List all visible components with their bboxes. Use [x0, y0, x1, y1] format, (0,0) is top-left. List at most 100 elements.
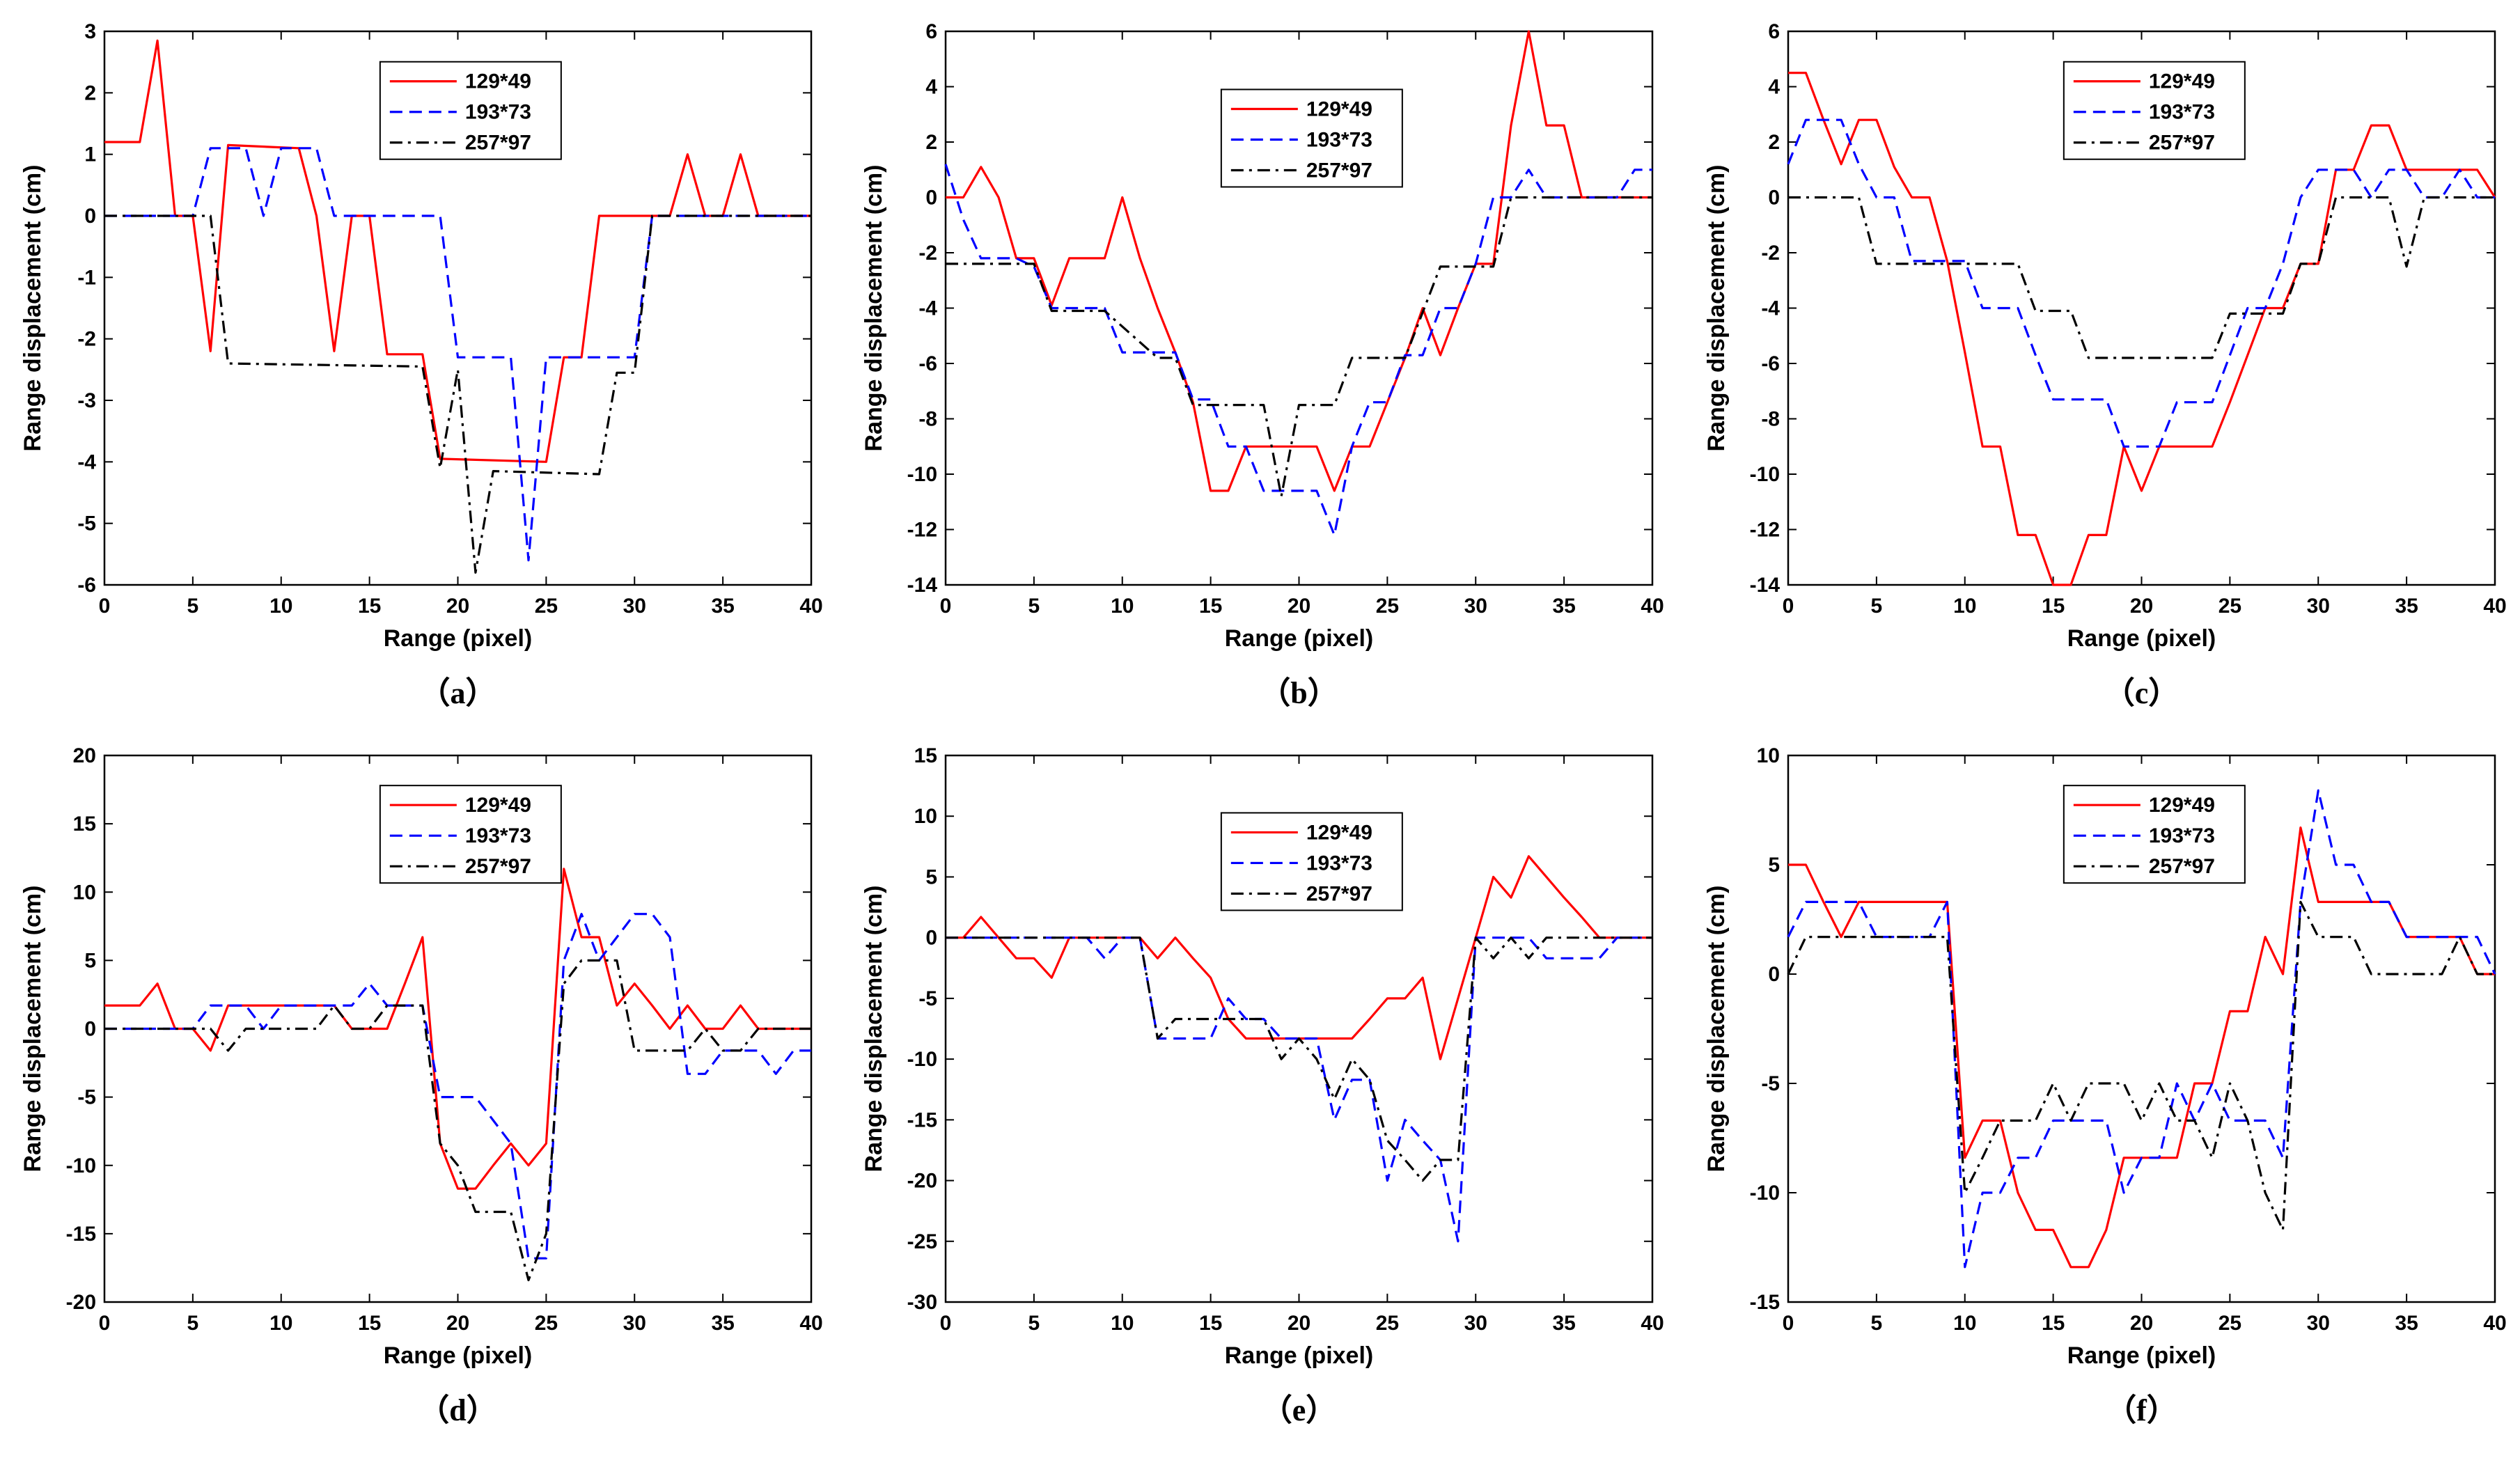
y-tick-label: -4	[918, 297, 937, 320]
panel-e: 0 5 10 15 20 25 30 35 40-30-25-20-15-10-5051015R…	[861, 744, 1664, 1427]
series-line-257x97	[104, 959, 811, 1282]
x-tick-label: 35	[1552, 1312, 1575, 1335]
y-tick-label: -25	[907, 1230, 937, 1253]
y-tick-label: -10	[907, 1048, 937, 1071]
x-tick-label: 35	[711, 595, 734, 618]
y-tick-label: -30	[907, 1291, 937, 1314]
legend-entry-label: 193*73	[2149, 824, 2215, 847]
y-axis-label: Range displacement (cm)	[19, 886, 46, 1173]
y-tick-label: 5	[1768, 854, 1780, 877]
y-tick-label: 5	[925, 865, 937, 888]
series-line-257x97	[946, 196, 1652, 498]
x-tick-label: 30	[1464, 595, 1487, 618]
x-axis-label: Range (pixel)	[384, 1342, 532, 1369]
x-tick-label: 0	[1783, 1312, 1794, 1335]
x-tick-label: 35	[2395, 1312, 2418, 1335]
x-tick-label: 30	[2307, 595, 2330, 618]
legend-entry-label: 193*73	[2149, 101, 2215, 124]
panel-label: （a）	[420, 676, 496, 710]
y-tick-label: 6	[1768, 20, 1780, 43]
x-tick-label: 20	[1288, 595, 1310, 618]
y-tick-label: 0	[925, 927, 937, 950]
legend-entry-label: 257*97	[2149, 855, 2215, 878]
y-tick-label: 0	[84, 205, 96, 228]
y-tick-label: 4	[1768, 76, 1780, 99]
x-tick-label: 20	[1288, 1312, 1310, 1335]
x-tick-label: 15	[1199, 1312, 1222, 1335]
y-tick-label: -6	[918, 352, 937, 375]
y-tick-label: -15	[1750, 1291, 1780, 1314]
x-tick-label: 10	[1111, 595, 1134, 618]
y-tick-label: -15	[907, 1108, 937, 1131]
y-tick-label: -20	[907, 1170, 937, 1193]
panel-label: （b）	[1260, 676, 1338, 710]
x-tick-label: 5	[1871, 595, 1883, 618]
y-tick-label: -20	[66, 1291, 96, 1314]
series-line-193x73	[1787, 118, 2495, 448]
y-tick-label: 4	[925, 76, 937, 99]
y-tick-label: -10	[1750, 463, 1780, 486]
x-tick-label: 35	[1552, 595, 1575, 618]
y-tick-label: -10	[1750, 1182, 1780, 1205]
x-tick-label: 15	[358, 1312, 381, 1335]
y-tick-label: 1	[84, 143, 96, 166]
x-tick-label: 0	[1783, 595, 1794, 618]
panel-a: 0 5 10 15 20 25 30 35 40 -6 -5 -4 -3 -2 -1 0 1 2 3 Range (p…	[19, 20, 823, 710]
panel-label: （e）	[1262, 1393, 1337, 1427]
x-tick-label: 30	[623, 1312, 646, 1335]
y-tick-label: -10	[66, 1154, 96, 1177]
y-tick-label: 15	[73, 813, 96, 836]
y-axis-label: Range displacement (cm)	[1703, 886, 1730, 1173]
y-tick-label: -8	[1761, 408, 1780, 431]
y-axis-label: Range displacement (cm)	[19, 165, 46, 452]
series-line-129x49	[104, 39, 811, 463]
series-line-193x73	[946, 936, 1652, 1243]
series-line-129x49	[1788, 71, 2496, 586]
series-line-193x73	[104, 913, 811, 1260]
y-tick-label: -4	[1761, 297, 1780, 320]
x-axis-label: Range (pixel)	[2067, 625, 2216, 652]
x-tick-label: 40	[799, 595, 822, 618]
panel-d: 0 5 10 15 20 25 30 35 40 -20 -15 -10 -5 0 5 10 15 20 Range…	[19, 744, 823, 1427]
series-line-257x97	[104, 214, 811, 574]
y-tick-label: 15	[914, 744, 937, 767]
y-tick-label: -5	[1761, 1072, 1780, 1095]
legend-entry-label: 129*49	[465, 70, 531, 93]
legend-entry-label: 257*97	[465, 855, 531, 878]
x-tick-label: 10	[1111, 1312, 1134, 1335]
x-tick-label: 40	[2483, 1312, 2506, 1335]
x-tick-label: 40	[2483, 595, 2506, 618]
x-axis-label: Range (pixel)	[1225, 1342, 1373, 1369]
y-tick-label: -14	[907, 574, 938, 597]
y-tick-label: 2	[84, 81, 96, 104]
x-tick-label: 40	[1641, 595, 1664, 618]
x-tick-label: 10	[1953, 1312, 1976, 1335]
legend-entry-label: 257*97	[1306, 159, 1372, 182]
legend-entry-label: 129*49	[1306, 821, 1372, 844]
x-tick-label: 10	[269, 1312, 292, 1335]
x-tick-label: 20	[2130, 1312, 2153, 1335]
x-tick-label: 25	[2218, 1312, 2241, 1335]
x-tick-label: 0	[99, 1312, 111, 1335]
y-tick-label: -4	[77, 450, 96, 473]
x-tick-label: 20	[446, 1312, 469, 1335]
x-tick-label: 0	[940, 1312, 952, 1335]
x-tick-label: 35	[711, 1312, 734, 1335]
y-tick-label: 0	[925, 187, 937, 210]
x-tick-label: 25	[1376, 595, 1399, 618]
legend-entry-label: 193*73	[1306, 852, 1372, 875]
x-tick-label: 30	[623, 595, 646, 618]
series-line-257x97	[1787, 900, 2495, 1232]
x-tick-label: 30	[2307, 1312, 2330, 1335]
x-tick-label: 10	[1953, 595, 1976, 618]
legend-entry-label: 257*97	[465, 132, 531, 155]
legend-entry-label: 257*97	[2149, 132, 2215, 155]
series-line-129x49	[946, 30, 1652, 492]
y-tick-label: -15	[66, 1223, 96, 1246]
x-tick-label: 30	[1464, 1312, 1487, 1335]
legend-entry-label: 129*49	[1306, 97, 1372, 120]
x-tick-label: 40	[799, 1312, 822, 1335]
x-tick-label: 5	[187, 1312, 199, 1335]
panel-label: （c）	[2104, 676, 2179, 710]
x-tick-label: 20	[446, 595, 469, 618]
